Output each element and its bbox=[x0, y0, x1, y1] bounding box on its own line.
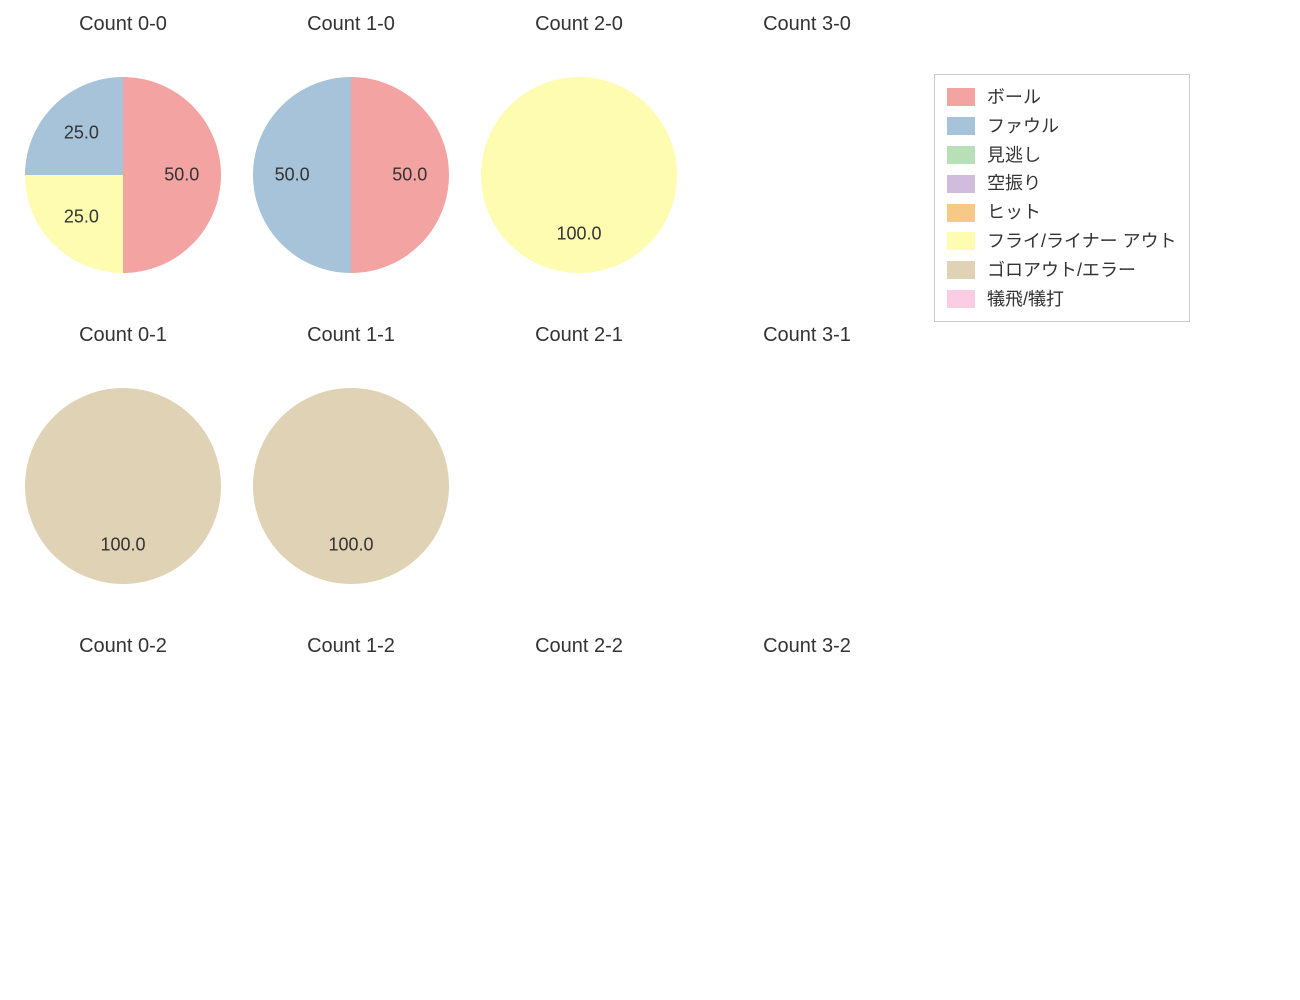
legend-swatch bbox=[947, 232, 975, 250]
legend-item: 見逃し bbox=[947, 141, 1177, 170]
panel: Count 1-050.050.0 bbox=[253, 13, 449, 36]
panel: Count 2-0100.0 bbox=[481, 13, 677, 36]
legend-item: ヒット bbox=[947, 198, 1177, 227]
panel-title: Count 3-1 bbox=[709, 324, 905, 347]
legend-item: ボール bbox=[947, 83, 1177, 112]
panel: Count 3-2 bbox=[709, 635, 905, 658]
pie-chart: 100.0 bbox=[253, 388, 449, 584]
panel: Count 0-050.025.025.0 bbox=[25, 13, 221, 36]
legend-item: 犠飛/犠打 bbox=[947, 285, 1177, 314]
legend-label: 見逃し bbox=[987, 141, 1041, 170]
legend-item: 空振り bbox=[947, 169, 1177, 198]
pie-slice-label: 25.0 bbox=[64, 123, 99, 144]
legend-swatch bbox=[947, 261, 975, 279]
legend-label: 犠飛/犠打 bbox=[987, 285, 1064, 314]
pie-slice-label: 100.0 bbox=[328, 534, 373, 555]
panel-title: Count 2-2 bbox=[481, 635, 677, 658]
legend-swatch bbox=[947, 290, 975, 308]
panel-title: Count 1-0 bbox=[253, 13, 449, 36]
legend-swatch bbox=[947, 88, 975, 106]
panel-title: Count 3-0 bbox=[709, 13, 905, 36]
legend-item: フライ/ライナー アウト bbox=[947, 227, 1177, 256]
pie-chart: 100.0 bbox=[481, 77, 677, 273]
legend: ボールファウル見逃し空振りヒットフライ/ライナー アウトゴロアウト/エラー犠飛/… bbox=[934, 74, 1190, 322]
pie-slice-label: 50.0 bbox=[392, 165, 427, 186]
legend-item: ファウル bbox=[947, 112, 1177, 141]
pie-slice-label: 100.0 bbox=[556, 223, 601, 244]
legend-label: ボール bbox=[987, 83, 1041, 112]
pie-slice-label: 100.0 bbox=[100, 534, 145, 555]
panel: Count 1-1100.0 bbox=[253, 324, 449, 347]
panel-title: Count 2-1 bbox=[481, 324, 677, 347]
panel-title: Count 3-2 bbox=[709, 635, 905, 658]
legend-label: フライ/ライナー アウト bbox=[987, 227, 1177, 256]
panel-title: Count 0-0 bbox=[25, 13, 221, 36]
pie-chart: 50.0 25.0 25.0 bbox=[25, 77, 221, 273]
panel: Count 2-2 bbox=[481, 635, 677, 658]
panel: Count 0-2 bbox=[25, 635, 221, 658]
legend-label: 空振り bbox=[987, 169, 1041, 198]
legend-label: ファウル bbox=[987, 112, 1059, 141]
panel: Count 3-1 bbox=[709, 324, 905, 347]
pie-slice-label: 50.0 bbox=[275, 165, 310, 186]
legend-item: ゴロアウト/エラー bbox=[947, 256, 1177, 285]
panel: Count 0-1100.0 bbox=[25, 324, 221, 347]
panel-title: Count 1-2 bbox=[253, 635, 449, 658]
pie-chart: 100.0 bbox=[25, 388, 221, 584]
pie-slice-label: 25.0 bbox=[64, 206, 99, 227]
legend-label: ゴロアウト/エラー bbox=[987, 256, 1136, 285]
pie-slice-label: 50.0 bbox=[164, 165, 199, 186]
legend-swatch bbox=[947, 204, 975, 222]
pie-chart: 50.0 50.0 bbox=[253, 77, 449, 273]
legend-swatch bbox=[947, 175, 975, 193]
panel: Count 2-1 bbox=[481, 324, 677, 347]
panel-title: Count 1-1 bbox=[253, 324, 449, 347]
panel-title: Count 0-2 bbox=[25, 635, 221, 658]
legend-label: ヒット bbox=[987, 198, 1041, 227]
panel: Count 3-0 bbox=[709, 13, 905, 36]
panel-title: Count 0-1 bbox=[25, 324, 221, 347]
legend-swatch bbox=[947, 117, 975, 135]
legend-swatch bbox=[947, 146, 975, 164]
panel-title: Count 2-0 bbox=[481, 13, 677, 36]
panel: Count 1-2 bbox=[253, 635, 449, 658]
chart-canvas: Count 0-050.025.025.0Count 1-050.050.0Co… bbox=[0, 0, 1300, 1000]
